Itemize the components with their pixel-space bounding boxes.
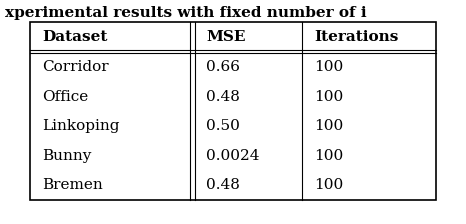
Bar bbox=[30, 22, 436, 200]
Text: 0.0024: 0.0024 bbox=[206, 149, 260, 163]
Text: Dataset: Dataset bbox=[42, 30, 107, 44]
Text: 100: 100 bbox=[314, 119, 343, 134]
Text: 0.66: 0.66 bbox=[206, 60, 240, 74]
Text: Linkoping: Linkoping bbox=[42, 119, 119, 134]
Text: Corridor: Corridor bbox=[42, 60, 109, 74]
Text: 100: 100 bbox=[314, 60, 343, 74]
Text: Bremen: Bremen bbox=[42, 179, 103, 192]
Text: 100: 100 bbox=[314, 149, 343, 163]
Text: MSE: MSE bbox=[206, 30, 246, 44]
Text: 100: 100 bbox=[314, 179, 343, 192]
Text: 0.50: 0.50 bbox=[206, 119, 240, 134]
Text: Iterations: Iterations bbox=[314, 30, 398, 44]
Text: 0.48: 0.48 bbox=[206, 179, 240, 192]
Text: xperimental results with fixed number of i: xperimental results with fixed number of… bbox=[5, 6, 367, 20]
Text: 100: 100 bbox=[314, 90, 343, 104]
Text: Bunny: Bunny bbox=[42, 149, 91, 163]
Text: 0.48: 0.48 bbox=[206, 90, 240, 104]
Text: Office: Office bbox=[42, 90, 88, 104]
